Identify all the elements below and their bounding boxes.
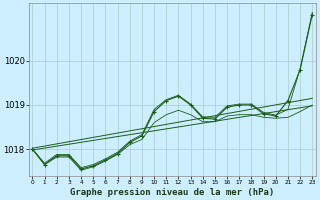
X-axis label: Graphe pression niveau de la mer (hPa): Graphe pression niveau de la mer (hPa): [70, 188, 275, 197]
